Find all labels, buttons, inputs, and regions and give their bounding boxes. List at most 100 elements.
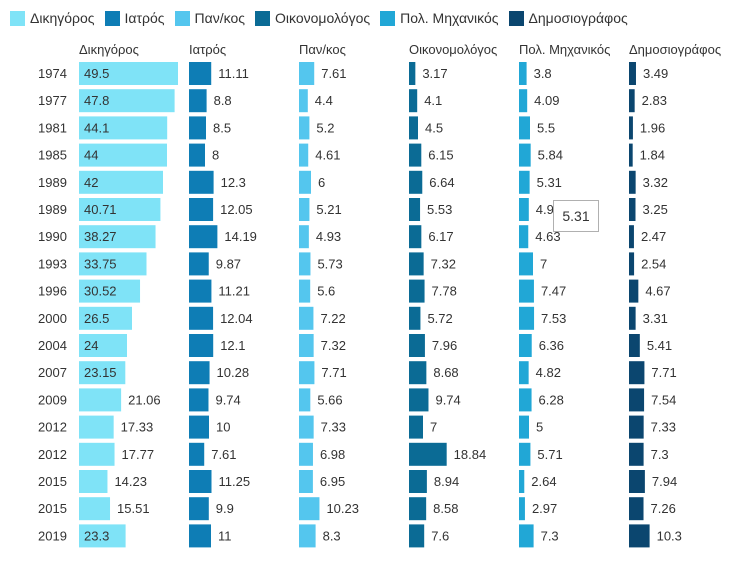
bar[interactable] [629, 442, 644, 466]
bar[interactable] [629, 524, 650, 548]
bar[interactable] [79, 442, 115, 466]
bar[interactable] [519, 334, 532, 357]
bar[interactable] [519, 361, 529, 385]
bar[interactable] [519, 170, 530, 194]
bar[interactable] [519, 524, 534, 548]
bar[interactable] [409, 334, 425, 357]
bar[interactable] [409, 442, 447, 466]
bar[interactable] [519, 143, 531, 167]
bar[interactable] [79, 415, 114, 439]
bar[interactable] [189, 388, 209, 412]
bar[interactable] [519, 198, 529, 221]
bar[interactable] [629, 361, 645, 385]
legend-item[interactable]: Πολ. Μηχανικός [380, 10, 499, 26]
bar[interactable] [189, 334, 214, 357]
bar[interactable] [79, 170, 163, 194]
bar[interactable] [629, 470, 645, 493]
bar[interactable] [519, 116, 530, 140]
bar[interactable] [79, 388, 122, 412]
bar[interactable] [519, 279, 534, 303]
bar[interactable] [189, 497, 209, 521]
bar[interactable] [299, 415, 314, 439]
bar[interactable] [629, 388, 645, 412]
legend-item[interactable]: Παν/κος [174, 10, 245, 26]
bar[interactable] [189, 470, 212, 493]
bar[interactable] [79, 306, 132, 330]
bar[interactable] [409, 252, 424, 276]
bar[interactable] [189, 442, 205, 466]
bar[interactable] [189, 89, 207, 113]
bar[interactable] [409, 198, 421, 221]
bar[interactable] [79, 143, 167, 167]
bar[interactable] [409, 279, 425, 303]
bar[interactable] [299, 361, 315, 385]
bar[interactable] [519, 470, 525, 493]
bar[interactable] [409, 361, 427, 385]
bar[interactable] [629, 497, 644, 521]
bar[interactable] [189, 170, 214, 194]
bar[interactable] [519, 252, 533, 276]
bar[interactable] [629, 89, 635, 113]
bar[interactable] [519, 89, 528, 113]
bar[interactable] [189, 361, 210, 385]
bar[interactable] [409, 62, 416, 85]
bar[interactable] [189, 62, 212, 85]
bar[interactable] [519, 442, 531, 466]
bar[interactable] [629, 279, 639, 303]
bar[interactable] [299, 442, 313, 466]
bar[interactable] [299, 497, 320, 521]
bar[interactable] [519, 62, 527, 85]
bar[interactable] [299, 470, 313, 493]
bar[interactable] [299, 143, 309, 167]
bar[interactable] [79, 89, 175, 113]
bar[interactable] [629, 198, 636, 221]
bar[interactable] [189, 524, 211, 548]
bar[interactable] [299, 306, 314, 330]
bar[interactable] [299, 170, 311, 194]
legend-item[interactable]: Δικηγόρος [10, 10, 95, 26]
bar[interactable] [629, 116, 633, 140]
bar[interactable] [79, 470, 108, 493]
bar[interactable] [189, 116, 206, 140]
bar[interactable] [409, 143, 422, 167]
bar[interactable] [519, 497, 525, 521]
legend-item[interactable]: Ιατρός [104, 10, 165, 26]
bar[interactable] [409, 415, 423, 439]
bar[interactable] [299, 524, 316, 548]
bar[interactable] [519, 388, 532, 412]
bar[interactable] [79, 198, 161, 221]
bar[interactable] [519, 306, 535, 330]
bar[interactable] [79, 361, 126, 385]
bar[interactable] [409, 470, 427, 493]
bar[interactable] [519, 415, 529, 439]
bar[interactable] [79, 252, 147, 276]
bar[interactable] [189, 252, 209, 276]
bar[interactable] [629, 334, 640, 357]
bar[interactable] [299, 334, 314, 357]
bar[interactable] [189, 143, 205, 167]
bar[interactable] [629, 170, 636, 194]
bar[interactable] [629, 415, 644, 439]
bar[interactable] [79, 497, 111, 521]
bar[interactable] [629, 225, 634, 249]
bar[interactable] [299, 252, 311, 276]
bar[interactable] [299, 116, 310, 140]
legend-item[interactable]: Δημοσιογράφος [508, 10, 628, 26]
bar[interactable] [79, 62, 178, 85]
bar[interactable] [189, 415, 209, 439]
bar[interactable] [409, 89, 418, 113]
bar[interactable] [189, 306, 214, 330]
bar[interactable] [299, 62, 315, 85]
bar[interactable] [299, 198, 310, 221]
bar[interactable] [409, 497, 427, 521]
bar[interactable] [189, 198, 214, 221]
bar[interactable] [299, 225, 309, 249]
bar[interactable] [79, 116, 168, 140]
bar[interactable] [409, 225, 422, 249]
bar[interactable] [409, 170, 423, 194]
bar[interactable] [629, 252, 635, 276]
bar[interactable] [629, 62, 636, 85]
bar[interactable] [519, 225, 529, 249]
legend-item[interactable]: Οικονομολόγος [255, 10, 370, 26]
bar[interactable] [79, 279, 141, 303]
